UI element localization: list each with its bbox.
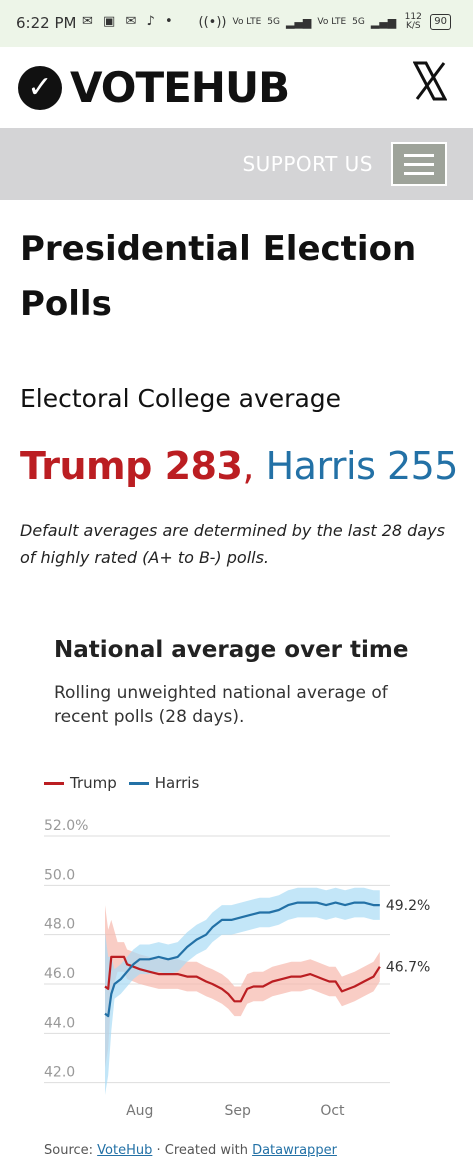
- band-trump: [105, 905, 380, 1068]
- averages-note: Default averages are determined by the l…: [20, 521, 445, 567]
- legend-swatch-harris: [128, 781, 149, 785]
- electoral-college-result: Trump 283, Harris 255: [20, 444, 458, 488]
- legend-label-harris: Harris: [154, 774, 200, 792]
- hamburger-icon[interactable]: [391, 142, 447, 186]
- chart-legend: Trump Harris: [44, 774, 199, 792]
- band-harris: [105, 887, 380, 1095]
- signal-icon: ▂▄▆: [285, 15, 312, 29]
- chart-title: National average over time: [54, 637, 409, 663]
- line-harris: [104, 901, 380, 1018]
- legend-trump: Trump: [44, 774, 117, 792]
- datawrapper-link[interactable]: Datawrapper: [252, 1143, 337, 1158]
- harris-electoral-votes: Harris 255: [265, 444, 459, 488]
- line-trump: [104, 955, 381, 1003]
- message-icon: ✉: [82, 14, 96, 29]
- signal-label-1: 5G: [267, 17, 280, 27]
- network-label-2: Vo LTE: [317, 17, 347, 27]
- support-us-link[interactable]: SUPPORT US: [242, 152, 373, 176]
- signal-icon-2: ▂▄▆: [370, 15, 397, 29]
- y-tick-label: 50.0: [44, 867, 75, 883]
- network-label-1: Vo LTE: [232, 17, 262, 27]
- legend-swatch-trump: [44, 781, 64, 785]
- logo-text: VOTEHUB: [70, 63, 290, 112]
- y-tick-label: 44.0: [44, 1015, 75, 1031]
- mail-icon: ✉: [125, 14, 140, 29]
- y-tick-label: 52.0%: [44, 818, 88, 834]
- page-title: Presidential Election Polls: [20, 229, 417, 324]
- legend-label-trump: Trump: [70, 774, 117, 792]
- chart-source: Source: VoteHub · Created with Datawrapp…: [44, 1143, 337, 1158]
- votehub-logo[interactable]: ✓ VOTEHUB: [18, 63, 290, 112]
- source-prefix: Source:: [44, 1143, 98, 1158]
- end-label-harris: 49.2%: [386, 898, 430, 914]
- y-tick-label: 46.0: [44, 966, 75, 982]
- y-tick-label: 42.0: [44, 1065, 75, 1081]
- notification-icons: ✉ ▣ ✉ ♪ •: [82, 14, 176, 29]
- speed-label: 112 K/S: [404, 12, 422, 31]
- source-link[interactable]: VoteHub: [97, 1143, 153, 1158]
- photo-icon: ▣: [103, 14, 119, 29]
- battery-icon: 90: [430, 14, 451, 30]
- status-time: 6:22 PM: [16, 14, 77, 32]
- y-tick-label: 48.0: [44, 917, 75, 933]
- tiktok-icon: ♪: [146, 14, 158, 29]
- signal-label-2: 5G: [352, 17, 365, 27]
- chart-subtitle: Rolling unweighted national average of r…: [54, 683, 388, 727]
- end-label-trump: 46.7%: [386, 960, 430, 976]
- x-tick-label: Oct: [320, 1103, 345, 1119]
- x-logo-icon[interactable]: [413, 61, 447, 101]
- x-tick-label: Aug: [126, 1103, 153, 1119]
- result-separator: ,: [242, 444, 254, 488]
- legend-harris: Harris: [128, 774, 200, 792]
- electoral-college-heading: Electoral College average: [20, 384, 342, 413]
- hotspot-icon: ((•)): [198, 14, 227, 30]
- dot-icon: •: [164, 14, 176, 29]
- nav-bar: SUPPORT US: [0, 128, 473, 200]
- status-bar: 6:22 PM ✉ ▣ ✉ ♪ • ((•)) Vo LTE 5G ▂▄▆ Vo…: [0, 0, 473, 47]
- system-icons: ((•)) Vo LTE 5G ▂▄▆ Vo LTE 5G ▂▄▆ 112 K/…: [199, 13, 451, 31]
- site-header: ✓ VOTEHUB: [0, 47, 473, 128]
- x-tick-label: Sep: [224, 1103, 251, 1119]
- checkmark-icon: ✓: [18, 65, 62, 110]
- created-prefix: · Created with: [152, 1143, 253, 1158]
- trump-electoral-votes: Trump 283: [20, 444, 243, 488]
- national-average-chart: 52.0% 50.0 48.0 46.0 44.0 42.0 Aug Sep Oct 46.7% 4…: [44, 818, 430, 1119]
